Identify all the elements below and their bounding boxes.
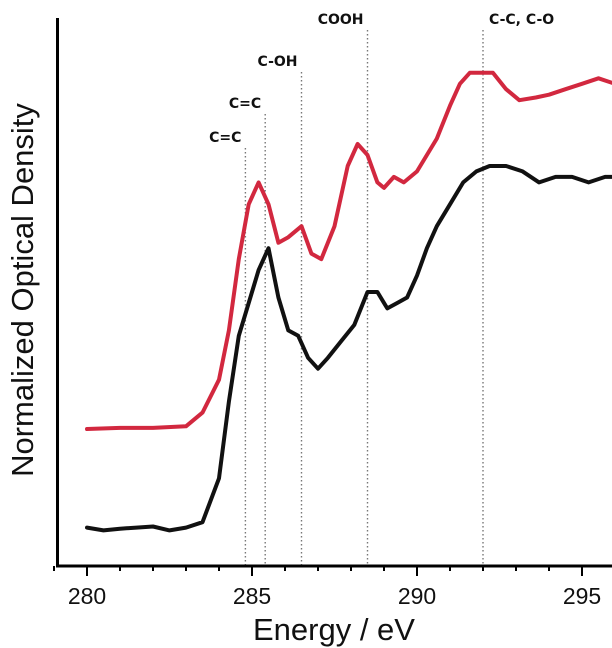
annotation-label: C=C (209, 130, 241, 146)
annotation-label: COOH (318, 12, 364, 28)
x-tick-label: 295 (563, 583, 601, 609)
x-ticks: 280 285 290 295 (53, 566, 601, 609)
series-line-1 (85, 70, 612, 431)
y-axis-title: Normalized Optical Density (5, 103, 40, 477)
x-tick-label: 280 (68, 583, 106, 609)
annotation-label: C=C (229, 96, 261, 112)
annotation-label: C-C, C-O (489, 12, 554, 28)
annotation-label: C-OH (257, 54, 297, 70)
x-axis-title: Energy / eV (253, 612, 415, 647)
x-tick-label: 285 (233, 583, 271, 609)
peak-annotations: C=C C=C C-OH COOH C-C, C-O (209, 12, 554, 566)
spectra-series (85, 70, 612, 533)
series-line-2 (85, 164, 612, 533)
x-tick-label: 290 (398, 583, 436, 609)
axes (56, 18, 612, 568)
